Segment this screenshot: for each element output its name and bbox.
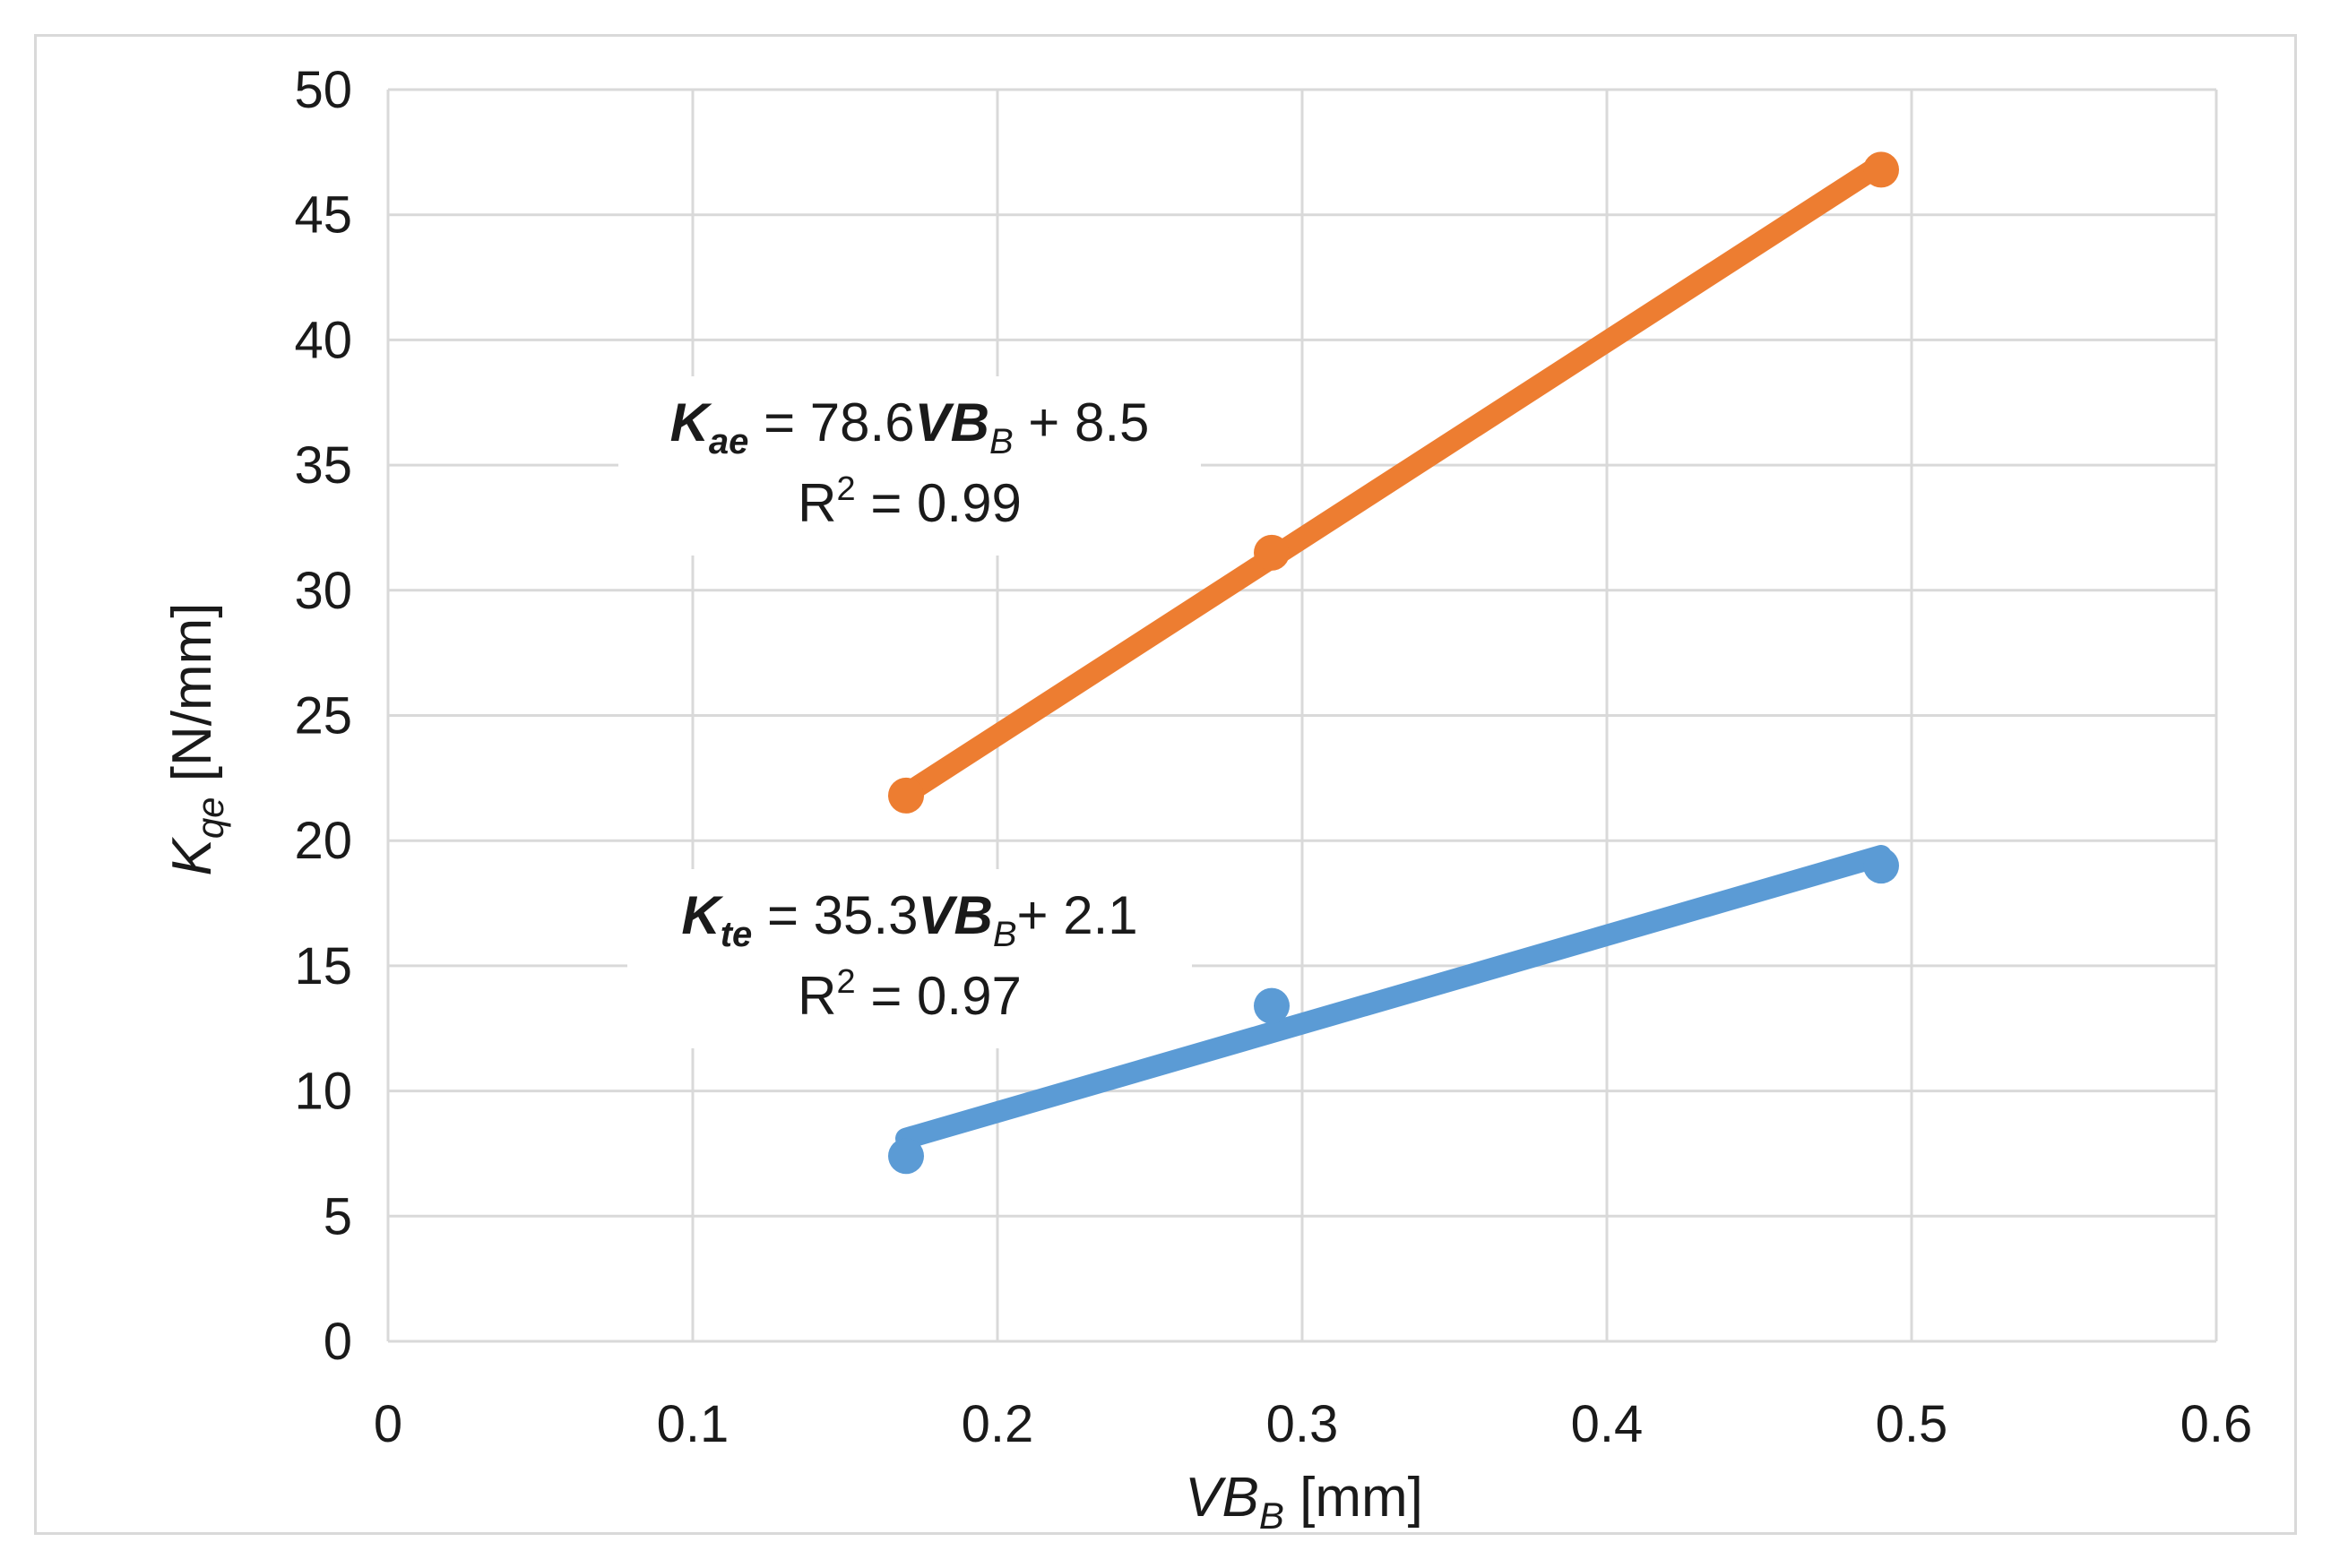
tick-labels: 0 5 10 15 20 25 30 35 40 45 50 0 0.1 0.2 0.3 0.4 0.5 0.6 — [294, 61, 2252, 1453]
series — [888, 151, 1899, 1175]
x-axis-title: VBB [mm] — [1185, 1467, 1423, 1537]
equation-kte: Kte = 35.3VBB+ 2.1 — [681, 885, 1137, 954]
x-tick-label: 0.3 — [1266, 1395, 1339, 1453]
equation-box-kte: Kte = 35.3VBB+ 2.1 R2 = 0.97 — [627, 869, 1192, 1048]
y-tick-label: 5 — [324, 1187, 352, 1245]
grid — [386, 88, 2218, 1343]
y-tick-label: 20 — [294, 812, 352, 870]
r2-kae: R2 = 0.99 — [798, 470, 1022, 533]
x-tick-label: 0.6 — [2180, 1395, 2253, 1453]
r2-kte: R2 = 0.97 — [798, 963, 1022, 1026]
y-tick-label: 30 — [294, 562, 352, 620]
y-tick-label: 15 — [294, 937, 352, 995]
series-kte — [888, 845, 1899, 1175]
data-point-kte — [1254, 987, 1290, 1024]
x-tick-label: 0.4 — [1571, 1395, 1644, 1453]
x-tick-label: 0.2 — [962, 1395, 1034, 1453]
trendline-kte — [895, 845, 1892, 1150]
y-tick-label: 0 — [324, 1313, 352, 1371]
series-kae — [888, 151, 1899, 814]
x-tick-label: 0 — [374, 1395, 402, 1453]
data-point-kae — [1254, 534, 1290, 571]
y-tick-label: 25 — [294, 687, 352, 745]
x-tick-label: 0.1 — [657, 1395, 730, 1453]
chart-frame — [34, 34, 2297, 1535]
y-axis-title: Kqe [N/mm] — [161, 602, 231, 875]
data-point-kte — [888, 1138, 924, 1175]
y-tick-label: 40 — [294, 311, 352, 369]
y-tick-label: 10 — [294, 1063, 352, 1121]
data-point-kae — [888, 777, 924, 814]
trendline-kae — [895, 153, 1892, 806]
y-tick-label: 50 — [294, 61, 352, 119]
data-point-kae — [1863, 151, 1899, 188]
y-tick-label: 35 — [294, 436, 352, 495]
equation-kae: Kae = 78.6VBB + 8.5 — [670, 392, 1150, 461]
y-tick-label: 45 — [294, 186, 352, 245]
equation-box-kae: Kae = 78.6VBB + 8.5 R2 = 0.99 — [618, 376, 1201, 556]
x-tick-label: 0.5 — [1876, 1395, 1948, 1453]
data-point-kte — [1863, 848, 1899, 884]
